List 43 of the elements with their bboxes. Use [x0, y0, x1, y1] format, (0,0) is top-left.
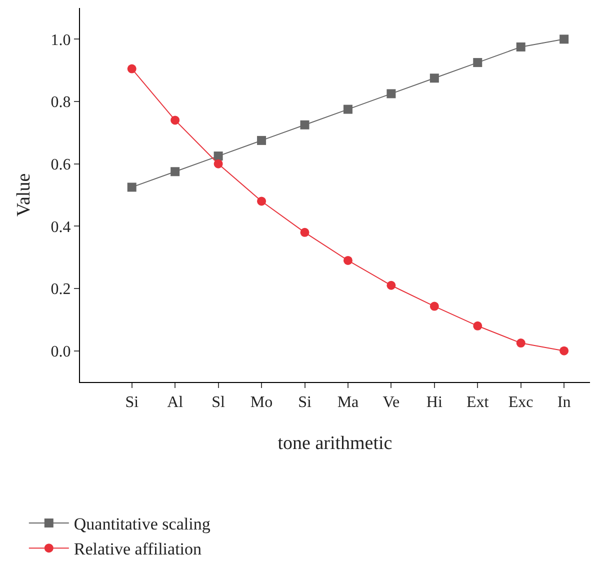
- y-tick-label: 0.2: [50, 281, 71, 298]
- point: [343, 104, 352, 114]
- y-tick-label: 0.0: [50, 343, 71, 360]
- x-tick-label: Ma: [337, 394, 359, 412]
- x-tick-label: Sl: [212, 394, 226, 412]
- x-tick-label: Exc: [508, 394, 534, 412]
- x-tick-label: Si: [298, 394, 312, 412]
- point: [127, 64, 136, 74]
- y-tick-label: 0.6: [50, 156, 71, 174]
- point: [170, 167, 180, 176]
- x-tick-label: Ext: [466, 394, 490, 412]
- point: [430, 74, 439, 83]
- point: [170, 116, 180, 125]
- point: [386, 89, 396, 98]
- legend-label: Quantitative scaling: [74, 514, 211, 534]
- point: [430, 302, 439, 311]
- point: [127, 182, 136, 192]
- x-axis-title: tone arithmetic: [278, 433, 392, 454]
- point: [473, 58, 482, 68]
- point: [257, 136, 266, 145]
- point: [386, 280, 396, 290]
- point: [214, 159, 223, 168]
- point: [214, 152, 223, 161]
- point: [300, 120, 310, 130]
- y-tick-label: 0.8: [50, 94, 71, 112]
- x-tick-label: In: [557, 394, 571, 412]
- point: [257, 196, 266, 206]
- point: [473, 321, 482, 330]
- point: [516, 42, 526, 52]
- y-tick-label: 1.0: [50, 32, 71, 49]
- point: [516, 338, 526, 348]
- point: [300, 228, 310, 237]
- legend-label: Relative affiliation: [74, 540, 202, 559]
- x-tick-label: Hi: [426, 394, 443, 412]
- y-tick-label: 0.4: [50, 218, 71, 236]
- y-axis-title: Value: [14, 173, 35, 217]
- x-tick-label: Si: [125, 394, 140, 412]
- point: [343, 256, 352, 265]
- point: [560, 346, 569, 356]
- x-tick-label: Al: [167, 394, 184, 412]
- x-tick-label: Ve: [382, 394, 400, 412]
- point: [560, 34, 569, 44]
- x-tick-label: Mo: [250, 394, 273, 412]
